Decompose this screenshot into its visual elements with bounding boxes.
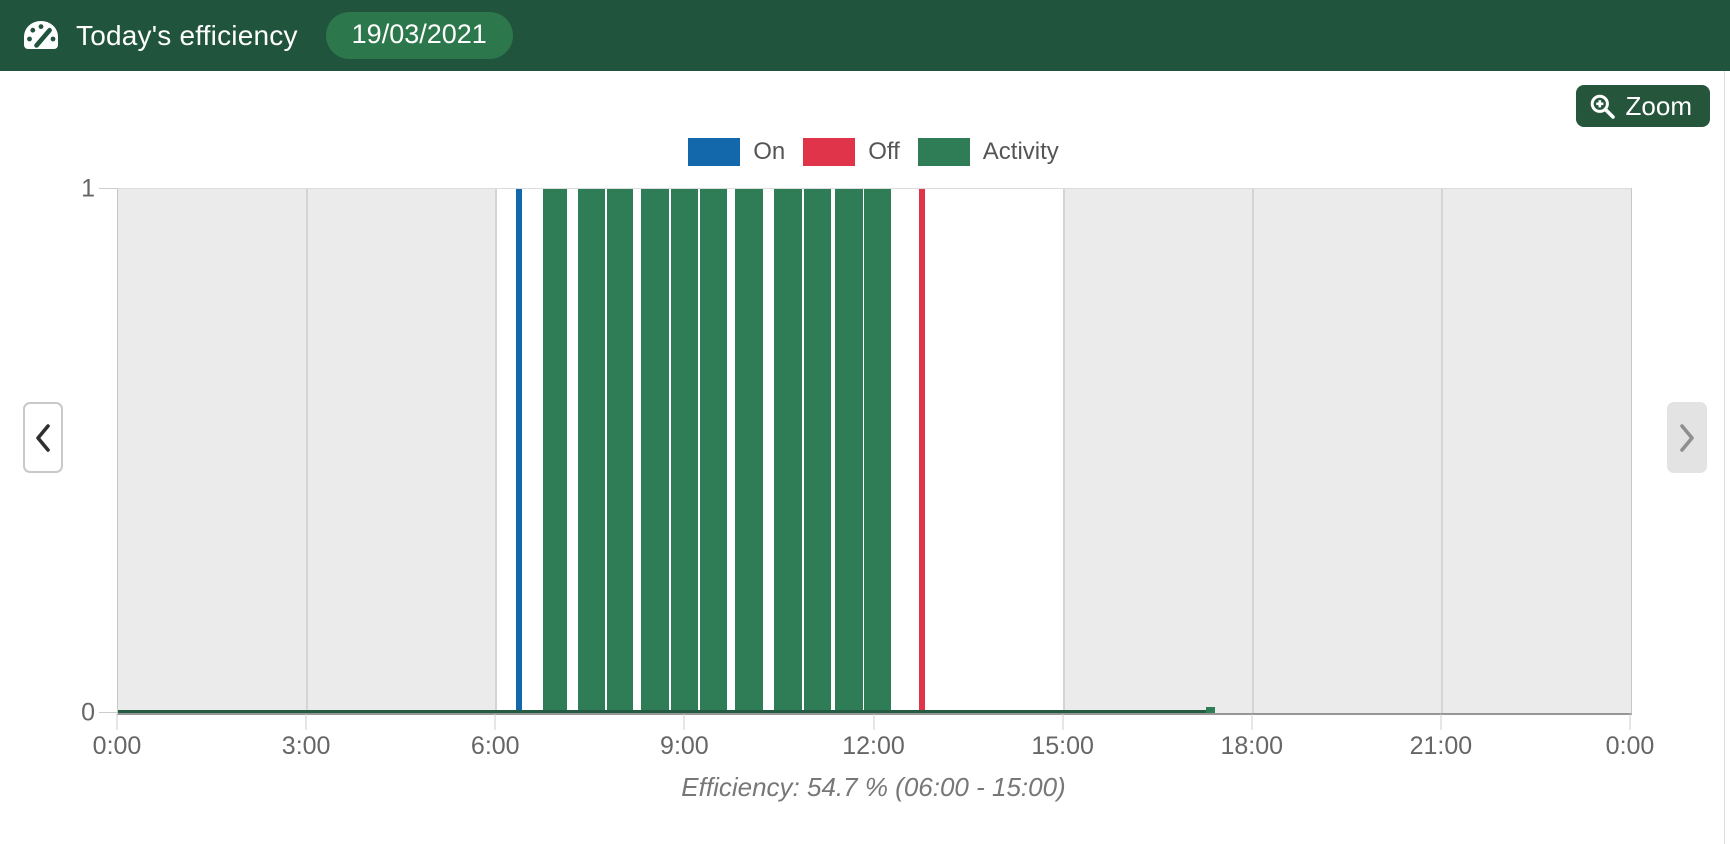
- x-tick: [1440, 714, 1442, 730]
- x-tick-label: 21:00: [1409, 732, 1473, 760]
- x-tick-label: 0:00: [1605, 732, 1655, 760]
- legend-item-on[interactable]: On: [688, 138, 785, 166]
- gridline: [495, 189, 498, 713]
- legend-item-off[interactable]: Off: [803, 138, 900, 166]
- x-tick: [1062, 714, 1064, 730]
- y-axis-label-max: 1: [81, 174, 95, 203]
- date-badge[interactable]: 19/03/2021: [325, 12, 513, 59]
- legend-label-activity: Activity: [982, 138, 1059, 165]
- activity-bar: [735, 189, 763, 713]
- chevron-left-icon: [34, 422, 52, 454]
- legend-label-off: Off: [868, 138, 900, 165]
- gridline: [306, 189, 309, 713]
- plot-area[interactable]: [117, 188, 1632, 715]
- activity-bar: [774, 189, 802, 713]
- x-tick-label: 0:00: [92, 732, 142, 760]
- x-tick-label: 6:00: [470, 732, 520, 760]
- activity-bar: [670, 189, 698, 713]
- gridline: [1440, 189, 1443, 713]
- x-tick-label: 9:00: [660, 732, 709, 760]
- y-tick: [99, 712, 117, 713]
- off-hours-band: [1063, 189, 1631, 713]
- activity-bar: [803, 189, 831, 713]
- gauge-icon: [22, 19, 60, 52]
- legend-swatch-off: [803, 138, 856, 166]
- x-tick: [1629, 714, 1631, 730]
- page-title: Today's efficiency: [76, 19, 298, 51]
- header-bar: Today's efficiency 19/03/2021: [0, 0, 1730, 71]
- gridline: [1062, 189, 1065, 713]
- x-tick: [305, 714, 307, 730]
- on-marker: [515, 189, 522, 713]
- activity-bar: [542, 189, 567, 713]
- activity-bar: [699, 189, 727, 713]
- legend-label-on: On: [753, 138, 786, 165]
- efficiency-caption: Efficiency: 54.7 % (06:00 - 15:00): [681, 772, 1066, 802]
- previous-day-button[interactable]: [23, 402, 63, 473]
- page-right-edge-divider: [1724, 71, 1725, 844]
- x-tick: [494, 714, 496, 730]
- activity-bar: [607, 189, 634, 713]
- legend-swatch-on: [688, 138, 741, 166]
- x-tick-label: 3:00: [281, 732, 331, 760]
- x-axis: 0:00 3:00 6:00 9:00 12:00 15:00 18:00 21:00 0:00: [93, 714, 1654, 784]
- x-tick-label: 15:00: [1031, 732, 1094, 760]
- x-tick-label: 12:00: [842, 732, 905, 760]
- x-tick-label: 18:00: [1220, 732, 1284, 760]
- activity-bar: [641, 189, 669, 713]
- x-tick: [116, 714, 118, 730]
- legend-item-activity[interactable]: Activity: [917, 138, 1059, 166]
- zoom-button[interactable]: Zoom: [1575, 85, 1710, 127]
- magnifier-plus-icon: [1589, 93, 1616, 120]
- activity-bar: [578, 189, 606, 713]
- activity-end-tick: [1206, 707, 1215, 713]
- legend-swatch-activity: [917, 138, 970, 166]
- y-axis-label-min: 0: [81, 698, 95, 727]
- chart-legend: On Off Activity: [117, 138, 1630, 166]
- zoom-button-label: Zoom: [1625, 90, 1692, 121]
- x-tick: [873, 714, 874, 730]
- next-day-button[interactable]: [1667, 402, 1707, 473]
- activity-zero-baseline: [118, 710, 1215, 713]
- off-marker: [918, 189, 925, 713]
- x-tick: [1251, 714, 1253, 730]
- chevron-right-icon: [1678, 422, 1696, 454]
- activity-bar: [834, 189, 864, 713]
- y-tick: [99, 188, 117, 189]
- x-tick: [683, 714, 685, 730]
- activity-bar: [864, 189, 891, 713]
- gridline: [1251, 189, 1254, 713]
